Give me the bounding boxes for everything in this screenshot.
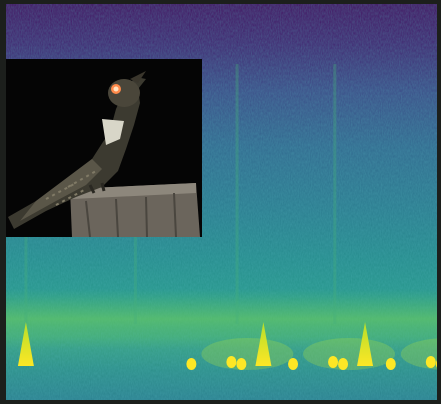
- throat-patch: [102, 119, 124, 145]
- call-sweep: [17, 322, 34, 366]
- call-pulse: [338, 358, 349, 370]
- energy-band: [6, 289, 437, 349]
- call-pulse: [328, 356, 339, 368]
- call-sweep: [255, 322, 272, 366]
- bird-photo-inset: [6, 59, 202, 237]
- call-pulse: [385, 358, 396, 370]
- bird-head: [108, 79, 140, 107]
- call-pulse: [186, 358, 197, 370]
- call-marks: [17, 322, 437, 370]
- call-pulse: [226, 356, 237, 368]
- call-sweep: [357, 322, 374, 366]
- call-glow: [303, 338, 396, 370]
- call-pulse: [288, 358, 299, 370]
- call-pulse: [435, 360, 437, 368]
- call-pulse: [236, 358, 247, 370]
- call-glow: [201, 338, 294, 370]
- nightjar-image: [6, 59, 202, 237]
- call-pulse: [425, 356, 436, 368]
